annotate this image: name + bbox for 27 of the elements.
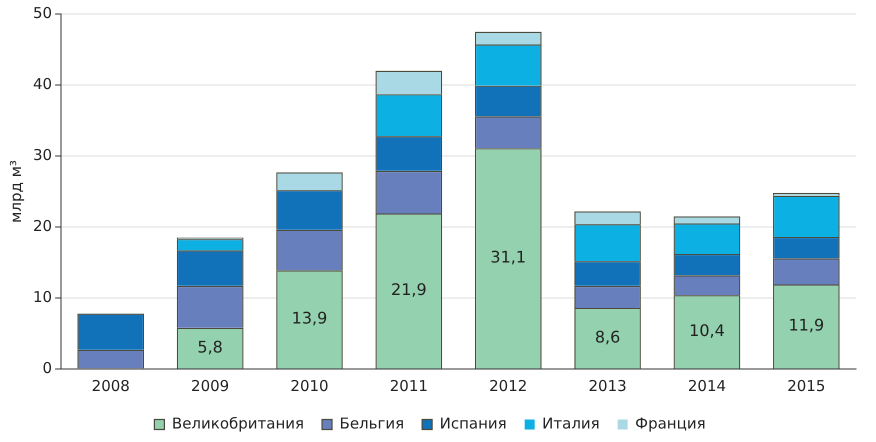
- data-label: 13,9: [292, 308, 328, 328]
- data-label: 31,1: [490, 248, 526, 266]
- x-tick-label: 2009: [191, 376, 230, 395]
- x-tick-label: 2013: [588, 376, 627, 395]
- data-label: 11,9: [788, 316, 824, 335]
- data-label: 8,6: [594, 327, 620, 346]
- data-label: 10,4: [689, 320, 725, 340]
- legend-label: Бельгия: [340, 414, 404, 432]
- x-tick-label: 2015: [787, 376, 826, 395]
- legend-label: Испания: [440, 414, 507, 432]
- y-tick-label: 0: [42, 358, 52, 377]
- legend-label: Италия: [542, 414, 600, 432]
- legend-label: Франция: [635, 414, 706, 432]
- x-tick-label: 2012: [489, 376, 528, 395]
- y-axis-title: млрд м³: [6, 160, 25, 223]
- y-tick-label: 40: [32, 74, 52, 93]
- x-tick-label: 2008: [92, 376, 130, 395]
- x-tick-label: 2010: [290, 376, 329, 395]
- y-tick-label: 10: [32, 288, 52, 306]
- data-label: 21,9: [391, 280, 427, 300]
- data-label: 5,8: [197, 337, 223, 356]
- x-tick-label: 2011: [390, 376, 428, 395]
- y-tick-label: 30: [32, 146, 52, 164]
- y-tick-label: 50: [32, 4, 52, 22]
- x-tick-label: 2014: [688, 376, 726, 395]
- y-tick-label: 20: [32, 216, 52, 235]
- legend-label: Великобритания: [172, 414, 304, 432]
